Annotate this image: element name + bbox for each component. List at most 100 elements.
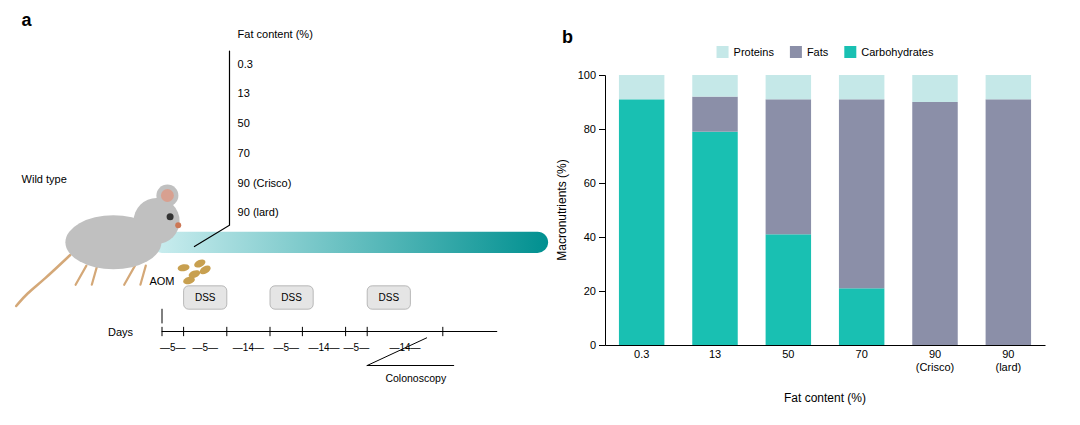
timeline-tick: [302, 327, 303, 336]
y-tick: 80: [584, 123, 605, 135]
bar: [692, 75, 737, 97]
mouse-leg: [124, 266, 135, 285]
timeline-tick: [367, 327, 368, 336]
x-tick-label: 50: [782, 348, 794, 360]
x-axis: 0.3 13 50 70 90(Crisco) 90(lard): [606, 346, 1046, 374]
bar: [619, 75, 664, 99]
annotation: 13: [238, 87, 250, 99]
food-pellet: [177, 263, 190, 272]
y-tick-label: 80: [584, 123, 596, 135]
y-tick-mark: [599, 345, 605, 346]
mouse-nose: [175, 222, 181, 228]
dss-box: [184, 286, 227, 309]
y-tick-mark: [599, 75, 605, 76]
y-tick: 20: [584, 285, 605, 297]
annotation: AOM: [149, 275, 174, 287]
y-axis: 0 20 40 60 80 100: [578, 69, 606, 351]
mouse-eye: [167, 213, 174, 220]
annotation: —5—: [192, 342, 218, 353]
x-tick-label: 90(lard): [995, 348, 1021, 373]
annotation: DSS: [379, 292, 400, 303]
x-tick-label: 90(Crisco): [916, 348, 955, 373]
annotation: —14—: [389, 342, 420, 353]
annotation: Days: [108, 326, 134, 338]
y-axis-line: [599, 76, 606, 346]
x-tick-label: 70: [856, 348, 868, 360]
legend-swatch: [790, 46, 802, 58]
legend-item: Proteins: [717, 46, 775, 58]
x-tick-label: 0.3: [634, 348, 649, 360]
x-tick: 90(lard): [995, 348, 1021, 373]
bar: [986, 99, 1031, 345]
annotation: 50: [238, 117, 250, 129]
bar-series: [692, 97, 1031, 345]
x-tick-label: 13: [709, 348, 721, 360]
y-tick-mark: [599, 183, 605, 184]
mouse-ear-inner: [161, 189, 174, 202]
x-tick: 13: [709, 348, 721, 360]
bar: [692, 97, 737, 132]
dss-box: [367, 286, 410, 309]
bar: [619, 99, 664, 345]
x-tick: 50: [782, 348, 794, 360]
legend-label: Carbohydrates: [861, 46, 934, 58]
annotation: —14—: [233, 342, 264, 353]
timeline-line: [162, 331, 497, 332]
timeline-tick: [226, 327, 227, 336]
annotation: 90 (Crisco): [238, 177, 292, 189]
y-tick: 60: [584, 177, 605, 189]
figure: a Fat content (%) 0.3 13 50 70 90 (Crisco) 90 (…: [0, 0, 1080, 425]
legend-item: Fats: [790, 46, 829, 58]
bar: [912, 102, 957, 345]
bar: [912, 75, 957, 102]
bracket-line: [194, 51, 229, 247]
y-tick-mark: [599, 237, 605, 238]
x-tick: 70: [856, 348, 868, 360]
annotation: Wild type: [22, 173, 67, 185]
annotation: —5—: [160, 342, 186, 353]
bar: [986, 75, 1031, 99]
mouse-leg: [76, 266, 87, 285]
y-tick-label: 20: [584, 285, 596, 297]
y-tick: 0: [590, 339, 605, 351]
y-tick-mark: [599, 291, 605, 292]
x-tick: 90(Crisco): [916, 348, 955, 373]
panel-label: a: [22, 10, 33, 30]
timeline-tick: [345, 327, 346, 336]
y-tick-label: 40: [584, 231, 596, 243]
colonoscopy-line: [367, 338, 426, 366]
annotation: —14—: [308, 342, 339, 353]
y-tick: 40: [584, 231, 605, 243]
mouse-ear: [156, 185, 178, 207]
annotation: 90 (lard): [238, 206, 279, 218]
bar: [839, 288, 884, 345]
food-pellet: [193, 258, 207, 269]
food-pellet: [182, 276, 195, 286]
bar: [766, 75, 811, 99]
annotation: 0.3: [238, 58, 253, 70]
schematic: a Fat content (%) 0.3 13 50 70 90 (Crisco) 90 (…: [16, 10, 548, 384]
annotation: 70: [238, 147, 250, 159]
legend-label: Proteins: [734, 46, 775, 58]
bar: [692, 132, 737, 345]
timeline-tick: [162, 327, 163, 336]
annotation: —5—: [344, 342, 370, 353]
annotation: Colonoscopy: [385, 372, 446, 384]
bar-series: [619, 75, 1031, 102]
timeline-tick: [270, 327, 271, 336]
y-tick: 100: [578, 69, 605, 81]
panel-label: b: [562, 27, 573, 47]
x-axis-line: [606, 345, 1046, 346]
mouse-leg: [140, 266, 145, 285]
bar: [839, 75, 884, 99]
annotation: Fat content (%): [238, 28, 313, 40]
y-tick-label: 0: [590, 339, 596, 351]
bars: [619, 75, 1031, 345]
y-tick-label: 100: [578, 69, 596, 81]
y-tick-label: 60: [584, 177, 596, 189]
annotation: DSS: [281, 292, 302, 303]
bar: [839, 99, 884, 288]
fat-gradient-bar: [151, 232, 548, 253]
legend-swatch: [717, 46, 729, 58]
dss-box: [270, 286, 313, 309]
